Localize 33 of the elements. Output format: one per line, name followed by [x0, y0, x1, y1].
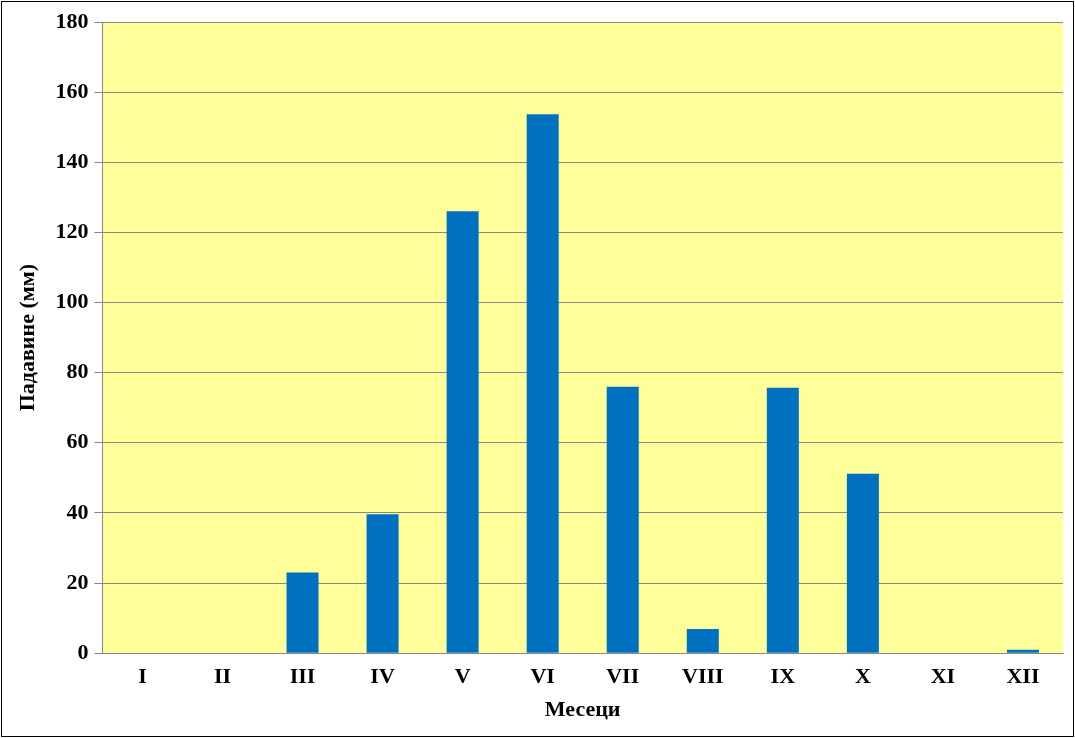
y-tick-label: 100: [55, 288, 89, 314]
x-tick-label: VIII: [681, 663, 724, 689]
bar: [286, 572, 319, 653]
x-tick-label: I: [138, 663, 147, 689]
x-tick-label: X: [854, 663, 871, 689]
bar: [606, 386, 639, 653]
y-tick-label: 140: [55, 147, 89, 173]
bar: [1006, 649, 1039, 653]
y-axis-title: Падавине (мм): [13, 263, 39, 412]
bar: [446, 211, 479, 653]
y-tick-label: 180: [55, 7, 89, 33]
bar: [766, 387, 799, 653]
bar: [366, 514, 399, 653]
y-tick-label: 20: [66, 568, 89, 594]
x-tick-label: III: [289, 663, 316, 689]
y-tick-label: 40: [66, 498, 89, 524]
y-tick-label: 80: [66, 358, 89, 384]
x-axis-title: Месеци: [544, 696, 621, 722]
y-tick-label: 160: [55, 77, 89, 103]
bar: [686, 629, 719, 653]
x-tick-label: IX: [770, 663, 796, 689]
y-tick-label: 120: [55, 218, 89, 244]
y-tick-label: 0: [77, 638, 89, 664]
y-tick-label: 60: [66, 428, 89, 454]
x-tick-label: VII: [606, 663, 640, 689]
bar: [526, 114, 559, 653]
x-tick-label: VI: [530, 663, 555, 689]
bar: [846, 473, 879, 653]
x-tick-label: IV: [370, 663, 395, 689]
x-tick-label: II: [213, 663, 232, 689]
x-tick-label: V: [454, 663, 471, 689]
x-tick-label: XI: [930, 663, 956, 689]
x-tick-label: XII: [1006, 663, 1040, 689]
